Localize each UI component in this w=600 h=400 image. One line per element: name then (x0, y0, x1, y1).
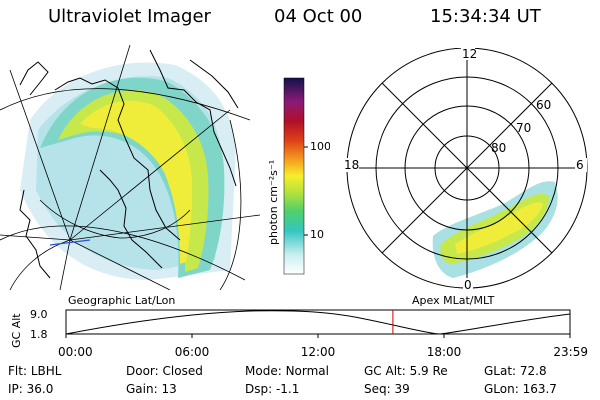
orbit-xtick-label: 00:00 (58, 345, 93, 359)
instrument-title: Ultraviolet Imager (48, 6, 211, 27)
status-key: Dsp: (245, 382, 276, 396)
status-field: GLon: 163.7 (484, 382, 557, 396)
orbit-xtick-label: 23:59 (553, 345, 588, 359)
orbit-ylabel: GC Alt (10, 313, 23, 348)
colorbar-tick-10: 10 (310, 228, 324, 241)
orbit-xtick-label: 06:00 (175, 345, 210, 359)
status-row-1: Flt: LBHL Door: Closed Mode: Normal GC Alt:… (8, 364, 598, 380)
geographic-image (0, 44, 261, 290)
status-field: Gain: 13 (126, 382, 177, 396)
status-row-2: IP: 36.0 Gain: 13 Dsp: -1.1 Seq: 39 GLon: 16… (8, 382, 598, 398)
orbit-plot-frame (65, 309, 571, 335)
mlt-label-0: 0 (464, 278, 472, 292)
terminator-line (49, 239, 91, 246)
aurora-band-core (80, 100, 193, 264)
status-key: IP: (8, 382, 27, 396)
status-field: GLat: 72.8 (484, 364, 547, 378)
status-value: 36.0 (26, 382, 54, 396)
geo-panel-caption: Geographic Lat/Lon (68, 294, 176, 307)
mlat-label-70: 70 (516, 121, 531, 135)
graticule (0, 44, 261, 290)
status-value: LBHL (30, 364, 62, 378)
polar-mlt-plot: 12 18 6 0 60 70 80 (343, 48, 588, 292)
mlt-label-12: 12 (462, 48, 477, 61)
status-value: -1.1 (275, 382, 300, 396)
mlt-label-6: 6 (576, 158, 584, 172)
colorbar-unit-label: photon cm⁻²s⁻¹ (267, 160, 280, 245)
colorbar: 100 10 photon cm⁻²s⁻¹ (267, 77, 330, 275)
orbit-xticks: 00:00 06:00 12:00 18:00 23:59 (58, 334, 588, 359)
status-value: 163.7 (522, 382, 557, 396)
mlat-label-60: 60 (536, 98, 551, 112)
status-key: Flt: (8, 364, 31, 378)
status-value: 72.8 (519, 364, 547, 378)
orbit-ytick-min: 1.8 (30, 328, 48, 341)
polar-aurora-core (455, 202, 543, 254)
image-date: 04 Oct 00 (274, 6, 363, 27)
status-field: IP: 36.0 (8, 382, 53, 396)
orbit-altitude-strip: GC Alt 9.0 1.8 00:00 06:00 12:00 18:00 23:59 (10, 308, 588, 359)
status-field: Dsp: -1.1 (245, 382, 299, 396)
status-key: GC Alt: (364, 364, 410, 378)
orbit-xtick-label: 12:00 (301, 345, 336, 359)
status-field: Flt: LBHL (8, 364, 61, 378)
status-field: GC Alt: 5.9 Re (364, 364, 448, 378)
coastlines (19, 49, 239, 279)
status-field: Seq: 39 (364, 382, 410, 396)
status-key: GLon: (484, 382, 523, 396)
status-key: GLat: (484, 364, 520, 378)
status-value: 13 (161, 382, 177, 396)
status-key: Mode: (245, 364, 286, 378)
colorbar-gradient (283, 77, 305, 275)
orbit-ytick-max: 9.0 (30, 308, 48, 321)
mlt-label-18: 18 (344, 158, 359, 172)
status-key: Gain: (126, 382, 162, 396)
polar-panel-caption: Apex MLat/MLT (412, 294, 495, 307)
mlat-label-80: 80 (491, 141, 506, 155)
status-value: 39 (394, 382, 410, 396)
status-key: Door: (126, 364, 163, 378)
status-value: 5.9 Re (409, 364, 448, 378)
orbit-xtick-label: 18:00 (427, 345, 462, 359)
status-field: Mode: Normal (245, 364, 329, 378)
status-field: Door: Closed (126, 364, 203, 378)
polar-grid (346, 48, 588, 289)
image-time: 15:34:34 UT (430, 6, 541, 27)
status-key: Seq: (364, 382, 395, 396)
status-value: Normal (285, 364, 329, 378)
orbit-altitude-curve (65, 310, 571, 335)
colorbar-tick-100: 100 (310, 140, 330, 153)
status-value: Closed (162, 364, 203, 378)
